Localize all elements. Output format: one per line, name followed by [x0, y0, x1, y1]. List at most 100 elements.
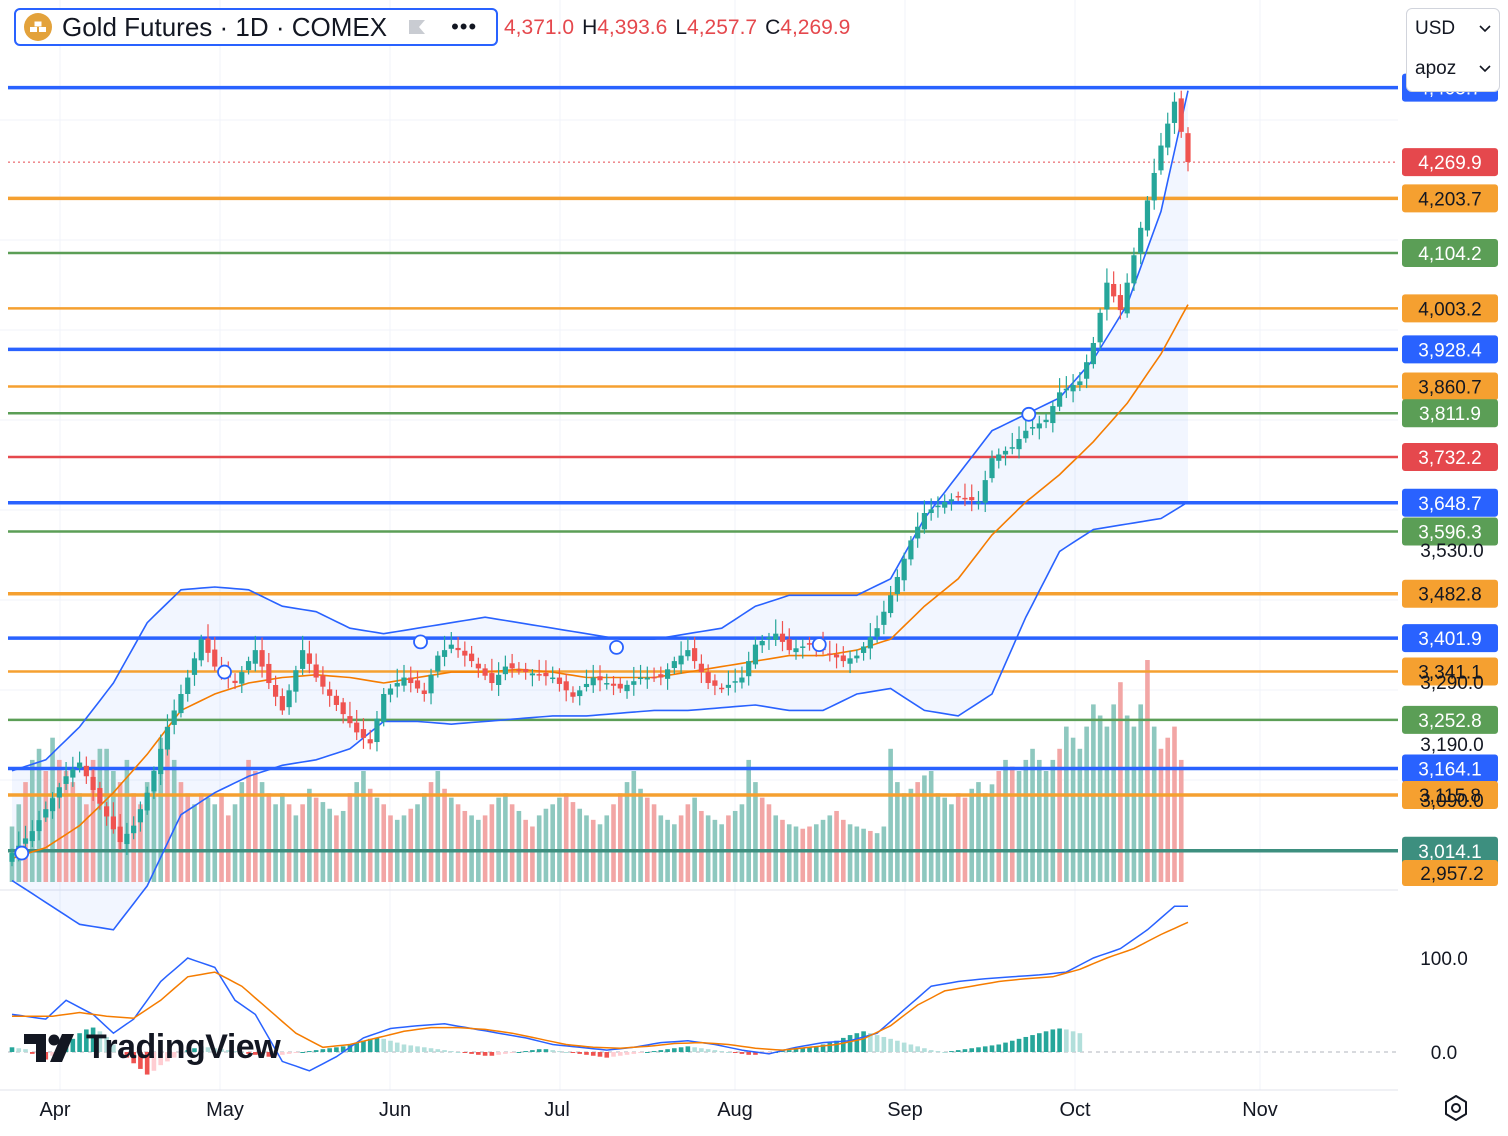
macd-histogram-bar	[1071, 1031, 1076, 1052]
volume-bar	[618, 793, 623, 882]
volume-bar	[219, 793, 224, 882]
candle-body	[97, 788, 102, 804]
candle-body	[692, 648, 697, 661]
volume-bar	[517, 811, 522, 882]
macd-histogram-bar	[686, 1046, 691, 1052]
candle-body	[1050, 406, 1055, 423]
volume-bar	[422, 793, 427, 882]
volume-bar	[794, 827, 799, 883]
candle-body	[158, 749, 163, 774]
volume-bar	[206, 798, 211, 882]
macd-histogram-bar	[490, 1052, 495, 1056]
candle-body	[165, 727, 170, 750]
tradingview-logo[interactable]: TradingView	[24, 1028, 280, 1067]
volume-bar	[1037, 760, 1042, 882]
candle-body	[1098, 313, 1103, 343]
candle-body	[1043, 420, 1048, 422]
volume-bar	[463, 811, 468, 882]
symbol-title: Gold Futures · 1D · COMEX	[62, 12, 387, 43]
candle-body	[847, 658, 852, 663]
candle-body	[949, 499, 954, 501]
macd-histogram-bar	[564, 1052, 569, 1053]
candle-body	[665, 669, 670, 679]
volume-bar	[1145, 660, 1150, 882]
currency-dropdown[interactable]: USD	[1407, 9, 1499, 49]
candle-body	[138, 809, 143, 822]
candle-body	[861, 646, 866, 653]
candle-body	[388, 689, 393, 695]
volume-bar	[212, 804, 217, 882]
candle-body	[1037, 423, 1042, 428]
macd-histogram-bar	[841, 1038, 846, 1052]
candle	[1172, 92, 1177, 134]
volume-bar	[530, 827, 535, 883]
macd-histogram-bar	[280, 1052, 285, 1055]
candle-body	[780, 634, 785, 642]
volume-bar	[631, 771, 636, 882]
high-label: H	[582, 16, 597, 39]
price-level-label: 4,104.2	[1402, 239, 1498, 267]
symbol-info-box[interactable]: Gold Futures · 1D · COMEX •••	[14, 8, 498, 46]
volume-bar	[510, 804, 515, 882]
candle	[1145, 196, 1150, 236]
candle-body	[145, 793, 150, 811]
event-marker-icon	[1022, 408, 1035, 421]
candle-body	[483, 668, 488, 675]
time-axis-tick: Jul	[544, 1099, 570, 1121]
macd-histogram-bar	[408, 1045, 413, 1052]
macd-histogram-bar	[827, 1043, 832, 1052]
volume-bar	[726, 815, 731, 882]
open-value: 4,371.0	[504, 16, 574, 39]
candle-body	[1172, 102, 1177, 123]
volume-bar	[800, 829, 805, 882]
volume-bar	[71, 782, 76, 882]
volume-bar	[449, 798, 454, 882]
currency-unit-selector[interactable]: USD apoz	[1406, 8, 1500, 92]
candle-body	[36, 820, 41, 831]
volume-bar	[300, 804, 305, 882]
candle-body	[415, 680, 420, 688]
volume-bar	[490, 804, 495, 882]
macd-axis-tick: 0.0	[1431, 1043, 1457, 1064]
volume-bar	[185, 793, 190, 882]
candle-body	[624, 685, 629, 691]
volume-bar	[915, 782, 920, 882]
macd-histogram-bar	[1037, 1033, 1042, 1052]
macd-histogram-bar	[422, 1047, 427, 1052]
candle-body	[793, 648, 798, 652]
flag-icon[interactable]	[407, 18, 427, 36]
candle-body	[1125, 283, 1130, 314]
candle-body	[361, 729, 366, 738]
volume-bar	[557, 798, 562, 882]
macd-histogram-bar	[321, 1049, 326, 1052]
candle-body	[976, 502, 981, 504]
macd-histogram-bar	[990, 1045, 995, 1052]
candle-body	[341, 702, 346, 714]
macd-histogram-bar	[476, 1052, 481, 1055]
macd-histogram-bar	[510, 1052, 515, 1053]
candle	[1179, 91, 1184, 138]
volume-bar	[611, 804, 616, 882]
settings-icon[interactable]	[1442, 1094, 1470, 1122]
price-axis-tick: 3,530.0	[1420, 541, 1483, 562]
candle	[1091, 337, 1096, 369]
volume-bar	[550, 804, 555, 882]
candle-body	[63, 776, 68, 784]
candle-body	[1131, 255, 1136, 283]
candle-body	[854, 656, 859, 659]
candle-body	[43, 809, 48, 817]
macd-histogram-bar	[557, 1051, 562, 1052]
candle-body	[104, 806, 109, 816]
more-options-button[interactable]: •••	[451, 14, 477, 40]
macd-histogram-bar	[1010, 1041, 1015, 1052]
macd-histogram-bar	[598, 1052, 603, 1057]
time-axis-tick: Oct	[1059, 1099, 1091, 1121]
unit-dropdown[interactable]: apoz	[1407, 49, 1499, 89]
volume-bar	[172, 760, 177, 882]
volume-bar	[348, 793, 353, 882]
price-level-text: 3,811.9	[1419, 404, 1481, 425]
candle-body	[726, 685, 731, 688]
candle-body	[929, 509, 934, 513]
macd-histogram-bar	[361, 1041, 366, 1052]
